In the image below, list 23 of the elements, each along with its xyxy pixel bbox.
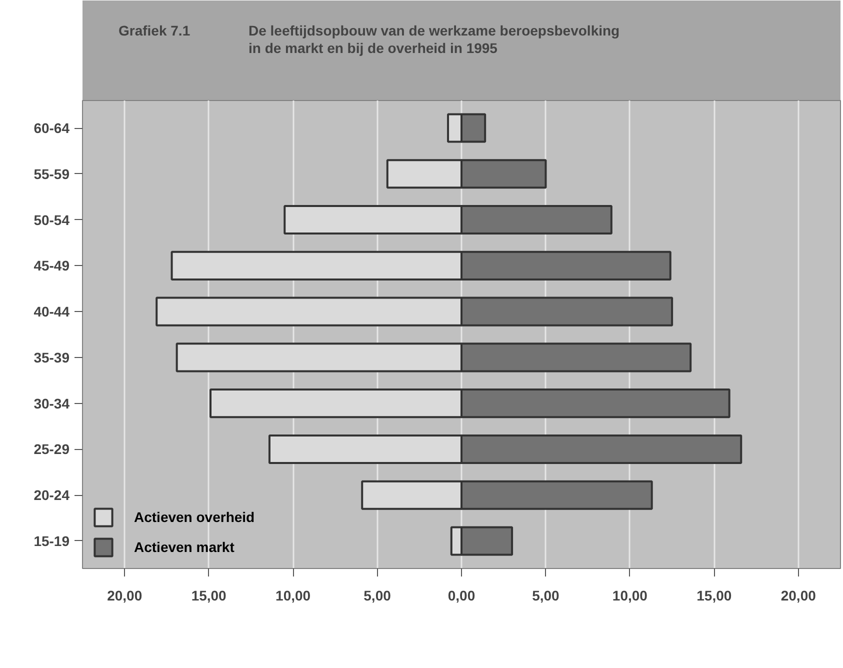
x-tick-label: 20,00 [107, 588, 142, 604]
x-tick-label: 15,00 [191, 588, 227, 604]
y-tick-label: 60-64 [34, 120, 70, 136]
y-tick-label: 45-49 [34, 258, 70, 274]
chart-subtitle: De leeftijdsopbouw van de werkzame beroepsbevolking in de markt en bij de overheid in 1995 [248, 22, 620, 56]
x-tick-label: 20,00 [780, 588, 816, 604]
x-tick-label: 5,00 [364, 588, 392, 604]
y-tick-label: 40-44 [34, 304, 70, 320]
x-tick-label: 10,00 [276, 588, 311, 604]
y-tick-label: 35-39 [34, 349, 70, 366]
y-tick-label: 20-24 [34, 487, 70, 504]
y-tick-label: 30-34 [34, 395, 70, 412]
y-tick-label: 55-59 [34, 166, 70, 182]
y-tick-label: 25-29 [34, 441, 70, 458]
x-tick-label: 5,00 [532, 588, 560, 604]
x-tick-label: 10,00 [612, 588, 648, 604]
x-tick-label: 0,00 [448, 588, 476, 604]
chart-title: Grafiek 7.1 [118, 22, 190, 38]
x-tick-label: 15,00 [696, 588, 732, 604]
y-tick-label: 15-19 [34, 532, 70, 549]
y-tick-label: 50-54 [34, 212, 70, 228]
legend-label: Actieven overheid [134, 509, 255, 525]
legend-label: Actieven markt [134, 539, 234, 555]
